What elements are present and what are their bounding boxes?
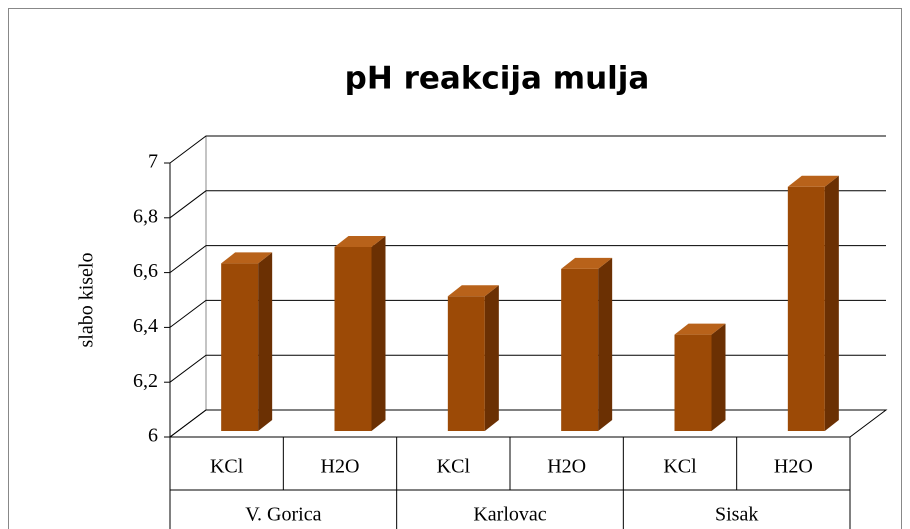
bar-side [711,323,726,431]
bar [674,323,726,431]
bar-side [824,175,839,431]
bar [334,235,386,431]
group-label: Karlovac [473,504,546,526]
grid-line [169,354,886,383]
bar [787,175,839,431]
bar-top [221,252,273,264]
bar-top [787,175,839,187]
y-tick-label: 6,4 [133,315,158,337]
grid-line [169,245,886,274]
grid-line [169,409,886,438]
bar-front [334,246,372,431]
x-tick-label: H2O [774,456,813,478]
bar [561,257,613,431]
bar-top [447,285,499,297]
y-tick-label: 6 [148,425,158,447]
group-label: V. Gorica [245,504,321,526]
chart-border [8,8,902,529]
bar [221,252,273,431]
bar-front [447,296,485,431]
bar-side [598,257,613,431]
grid-line [169,190,886,219]
grid-line [169,299,886,328]
bar-top [334,235,386,247]
bar-side [258,252,273,431]
bar-top [561,257,613,269]
y-tick-label: 7 [148,151,158,173]
x-tick-label: KCl [437,456,471,478]
bar-front [221,263,259,431]
bar [447,285,499,431]
bar-front [787,186,825,431]
chart-title: pH reakcija mulja [345,61,650,97]
y-axis-label: slabo kiselo [76,253,98,348]
x-tick-label: H2O [321,456,360,478]
y-tick-label: 6,8 [133,205,158,227]
y-tick-label: 6,6 [133,260,158,282]
bar-side [484,285,499,431]
x-tick-label: KCl [210,456,244,478]
x-tick-label: H2O [547,456,586,478]
bar-top [674,323,726,335]
bar-front [561,268,599,431]
bar-side [371,235,386,431]
group-label: Sisak [715,504,758,526]
x-tick-label: KCl [663,456,697,478]
grid-line [169,135,886,164]
y-tick-label: 6,2 [133,370,158,392]
bar-front [674,334,712,431]
